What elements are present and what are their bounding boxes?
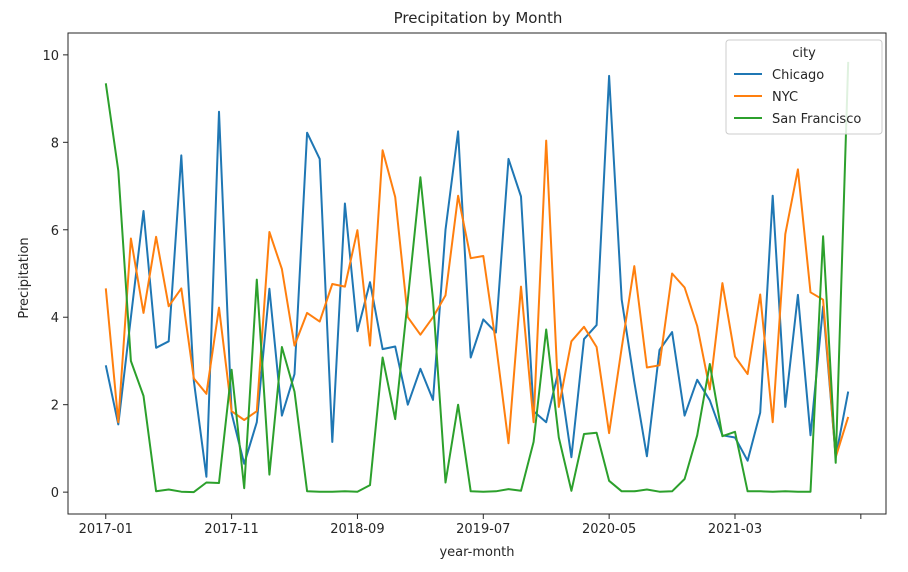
y-tick-label: 10 [42,49,59,64]
x-axis-label: year-month [439,545,514,560]
y-tick-label: 6 [51,224,59,239]
axes: 0 2 4 6 8 10 2017-01 2017-11 2018-09 2019-07 2020-… [42,32,887,537]
legend-entry: NYC [772,90,798,105]
y-tick-label: 2 [51,399,59,414]
legend: city Chicago NYC San Francisco [725,39,883,135]
x-tick-label: 2017-11 [204,522,258,537]
chart-title: Precipitation by Month [394,9,563,27]
legend-title: city [792,46,816,61]
legend-entry: San Francisco [772,112,861,127]
legend-entry: Chicago [772,68,824,83]
x-tick-label: 2017-01 [79,522,133,537]
y-tick-label: 8 [51,136,59,151]
series-line-san-francisco [104,61,850,494]
y-axis-label: Precipitation [17,237,32,318]
plot-area [104,61,850,494]
x-tick-label: 2020-05 [582,522,636,537]
series-line-chicago [104,74,850,478]
x-tick-label: 2018-09 [330,522,384,537]
plot-frame [67,32,887,515]
y-tick-label: 4 [51,311,59,326]
x-tick-label: 2021-03 [708,522,762,537]
legend-box [725,39,883,135]
x-tick-label: 2019-07 [456,522,510,537]
y-tick-label: 0 [51,486,59,501]
